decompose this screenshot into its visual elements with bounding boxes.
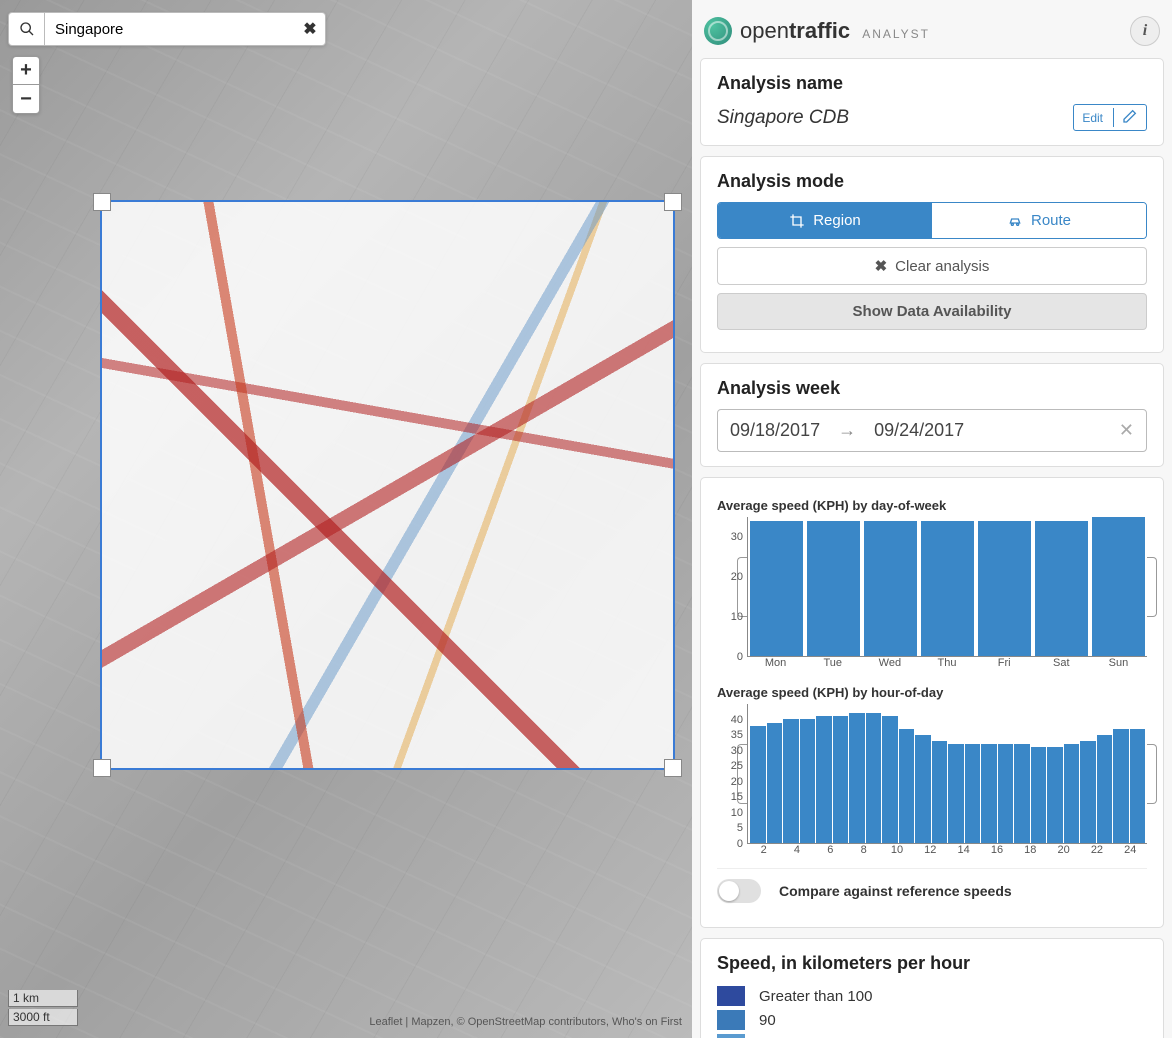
sidebar: opentraffic ANALYST i Analysis name Sing…: [692, 0, 1172, 1038]
bar[interactable]: [1047, 747, 1063, 843]
hod-chart-title: Average speed (KPH) by hour-of-day: [717, 685, 1147, 700]
legend-panel: Speed, in kilometers per hour Greater th…: [700, 938, 1164, 1038]
bar[interactable]: [978, 521, 1031, 656]
resize-handle-tr[interactable]: [664, 193, 682, 211]
legend-label: 90: [759, 1012, 776, 1029]
resize-handle-bl[interactable]: [93, 759, 111, 777]
show-data-availability-button[interactable]: Show Data Availability: [717, 293, 1147, 330]
legend-row: 90: [717, 1010, 1147, 1030]
hod-chart: 0510152025303540: [717, 704, 1147, 844]
bar[interactable]: [750, 521, 803, 656]
legend-row: Greater than 100: [717, 986, 1147, 1006]
legend-swatch: [717, 1034, 745, 1038]
search-bar: ✖: [8, 12, 326, 46]
bar[interactable]: [965, 744, 981, 843]
bar[interactable]: [899, 729, 915, 843]
bar[interactable]: [849, 713, 865, 843]
date-range-input[interactable]: 09/18/2017 → 09/24/2017 ✕: [717, 409, 1147, 452]
legend-swatch: [717, 1010, 745, 1030]
bar[interactable]: [783, 719, 799, 843]
bar[interactable]: [1113, 729, 1129, 843]
map-panel: ✖ + − 1 km 3000 ft Leaflet | Mapzen, © O…: [0, 0, 692, 1038]
search-clear-button[interactable]: ✖: [295, 13, 325, 45]
analysis-week-heading: Analysis week: [717, 378, 1147, 399]
brand-header: opentraffic ANALYST i: [700, 8, 1164, 58]
bar[interactable]: [981, 744, 997, 843]
bar[interactable]: [750, 726, 766, 843]
analysis-mode-heading: Analysis mode: [717, 171, 1147, 192]
bar[interactable]: [1080, 741, 1096, 843]
compare-label: Compare against reference speeds: [779, 883, 1012, 899]
analysis-name-value: Singapore CDB: [717, 107, 849, 129]
arrow-right-icon: →: [838, 420, 856, 441]
bar[interactable]: [915, 735, 931, 843]
edit-button[interactable]: Edit: [1073, 104, 1147, 131]
legend-swatch: [717, 986, 745, 1006]
charts-panel: Average speed (KPH) by day-of-week 01020…: [700, 477, 1164, 928]
bar[interactable]: [882, 716, 898, 843]
bar[interactable]: [816, 716, 832, 843]
compare-row: Compare against reference speeds: [717, 868, 1147, 913]
legend-title: Speed, in kilometers per hour: [717, 953, 1147, 974]
legend-label: Greater than 100: [759, 988, 872, 1005]
resize-handle-br[interactable]: [664, 759, 682, 777]
dow-chart-title: Average speed (KPH) by day-of-week: [717, 498, 1147, 513]
bar[interactable]: [833, 716, 849, 843]
bar[interactable]: [864, 521, 917, 656]
bar[interactable]: [866, 713, 882, 843]
analysis-name-heading: Analysis name: [717, 73, 1147, 94]
bar[interactable]: [1092, 517, 1145, 656]
info-button[interactable]: i: [1130, 16, 1160, 46]
region-selection[interactable]: [100, 200, 675, 770]
bar[interactable]: [932, 741, 948, 843]
bar[interactable]: [948, 744, 964, 843]
date-clear-button[interactable]: ✕: [1119, 420, 1134, 441]
bar[interactable]: [1035, 521, 1088, 656]
bar[interactable]: [998, 744, 1014, 843]
map-attribution: Leaflet | Mapzen, © OpenStreetMap contri…: [369, 1016, 682, 1028]
mode-toggle: Region Route: [717, 202, 1147, 239]
bar[interactable]: [921, 521, 974, 656]
bar[interactable]: [1130, 729, 1146, 843]
bar[interactable]: [807, 521, 860, 656]
legend-row: 80: [717, 1034, 1147, 1038]
zoom-control: + −: [12, 56, 40, 114]
analysis-week-panel: Analysis week 09/18/2017 → 09/24/2017 ✕: [700, 363, 1164, 467]
date-start: 09/18/2017: [730, 420, 820, 441]
edit-label: Edit: [1082, 111, 1103, 125]
compare-toggle[interactable]: [717, 879, 761, 903]
bar[interactable]: [767, 723, 783, 843]
scale-metric: 1 km: [8, 990, 78, 1007]
bar[interactable]: [800, 719, 816, 843]
search-input[interactable]: [45, 13, 295, 45]
search-button[interactable]: [9, 13, 45, 45]
bar[interactable]: [1014, 744, 1030, 843]
search-icon: [19, 21, 35, 37]
bar[interactable]: [1064, 744, 1080, 843]
bracket-right-icon[interactable]: [1147, 557, 1157, 617]
zoom-out-button[interactable]: −: [13, 85, 39, 113]
close-icon: ✖: [875, 257, 888, 275]
clear-analysis-button[interactable]: ✖ Clear analysis: [717, 247, 1147, 285]
scale-bar: 1 km 3000 ft: [8, 988, 78, 1026]
analysis-name-panel: Analysis name Singapore CDB Edit: [700, 58, 1164, 146]
date-end: 09/24/2017: [874, 420, 964, 441]
route-mode-button[interactable]: Route: [932, 203, 1146, 238]
car-icon: [1007, 213, 1023, 229]
analysis-mode-panel: Analysis mode Region Route ✖ Clear analy…: [700, 156, 1164, 353]
bracket-right-icon[interactable]: [1147, 744, 1157, 804]
resize-handle-tl[interactable]: [93, 193, 111, 211]
bar[interactable]: [1031, 747, 1047, 843]
bar[interactable]: [1097, 735, 1113, 843]
brand-text: opentraffic ANALYST: [740, 18, 930, 44]
region-mode-button[interactable]: Region: [718, 203, 932, 238]
dow-chart: 0102030: [717, 517, 1147, 657]
scale-imperial: 3000 ft: [8, 1009, 78, 1026]
zoom-in-button[interactable]: +: [13, 57, 39, 85]
close-icon: ✖: [303, 19, 316, 39]
crop-icon: [789, 213, 805, 229]
edit-icon: [1113, 108, 1138, 127]
brand-logo-icon: [704, 17, 732, 45]
